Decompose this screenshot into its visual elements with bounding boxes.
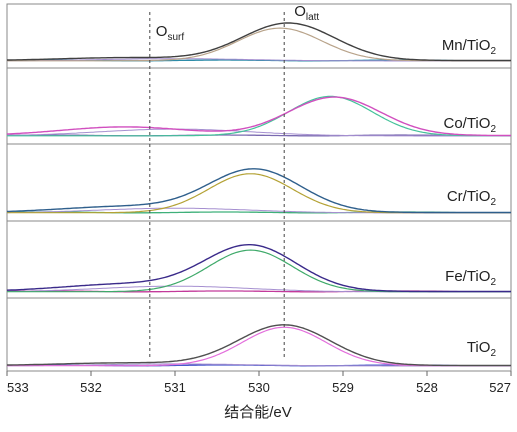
plot-frame [6,3,512,372]
envelope-curve [7,22,511,62]
panel-label: Fe/TiO2 [445,268,496,288]
x-tick-label: 528 [416,380,438,395]
surface-oxygen-fit-curve [7,128,511,137]
x-tick-label: 532 [80,380,102,395]
curves-layer [6,22,511,367]
panel-label: TiO2 [467,339,497,359]
x-tick-label: 533 [7,380,29,395]
panel-label: Co/TiO2 [443,115,496,135]
x-tick-label: 531 [164,380,186,395]
reference-line-label: Olatt [294,3,319,23]
lattice-oxygen-fit-curve [7,326,511,367]
reference-lines-layer: Osurf Olatt [149,3,319,360]
envelope-curve [6,96,511,137]
lattice-oxygen-fit-curve [7,95,511,137]
x-tick-label: 529 [332,380,354,395]
envelope-curve [6,244,511,293]
x-axis-label: 结合能/eV [224,404,292,421]
panel-labels-layer: Mn/TiO2 Co/TiO2 Cr/TiO2 Fe/TiO2 TiO2 [442,37,497,359]
reference-line-label: Osurf [156,23,185,43]
panel-label: Cr/TiO2 [447,188,497,208]
x-tick-label: 530 [248,380,270,395]
lattice-oxygen-fit-curve [7,173,511,214]
panel-label: Mn/TiO2 [442,37,497,57]
x-ticks-layer: 533 532 531 530 529 528 527 [6,371,512,395]
x-tick-label: 527 [489,380,511,395]
envelope-curve [7,168,511,214]
lattice-oxygen-fit-curve [7,27,511,62]
envelope-curve [7,324,511,367]
